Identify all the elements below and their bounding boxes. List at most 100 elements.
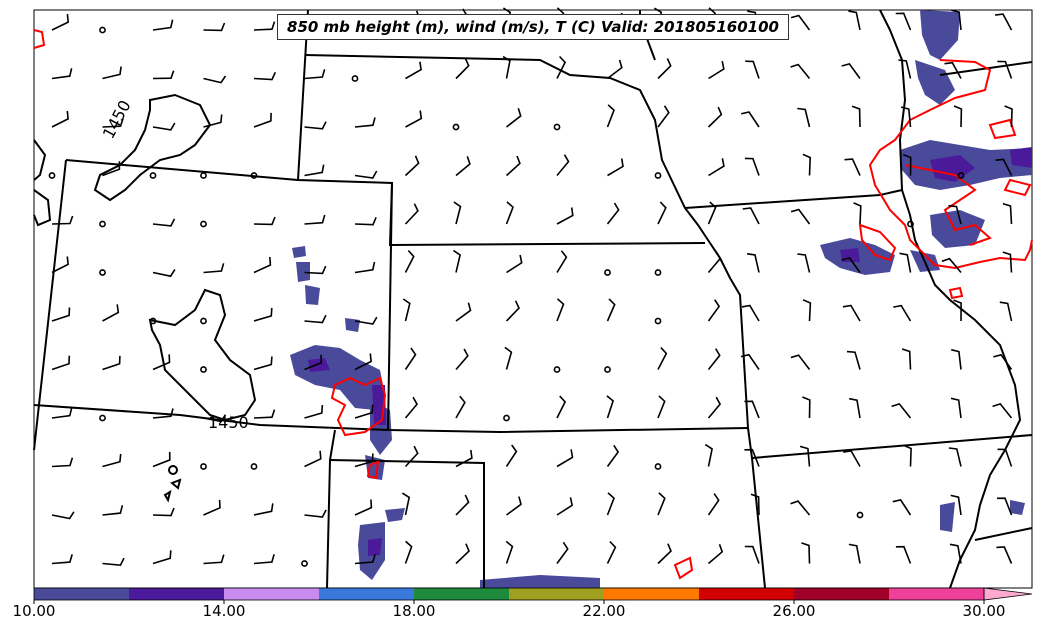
colorbar-segment xyxy=(794,588,890,600)
wind-barb xyxy=(51,307,71,322)
wind-barb xyxy=(802,396,811,419)
wind-barb xyxy=(51,554,73,565)
wind-barb xyxy=(790,500,811,516)
wind-barb xyxy=(953,105,963,128)
wind-barb xyxy=(899,252,912,273)
wind-barb xyxy=(744,448,760,467)
calm-wind-marker xyxy=(200,220,207,228)
wind-barb xyxy=(102,161,121,177)
wind-barb xyxy=(504,346,513,370)
wind-barb xyxy=(607,158,624,177)
wind-barb xyxy=(354,554,376,565)
wind-barb xyxy=(51,511,75,520)
wind-barb xyxy=(707,396,722,419)
wind-barb xyxy=(203,414,227,423)
wind-barb xyxy=(253,21,276,31)
wind-barb xyxy=(404,347,417,370)
map-title: 850 mb height (m), wind (m/s), T (C) Val… xyxy=(277,14,789,40)
wind-barb xyxy=(51,215,74,225)
wind-barb xyxy=(102,118,124,128)
calm-wind-marker xyxy=(503,414,510,422)
calm-wind-marker xyxy=(654,269,662,276)
wind-barb xyxy=(799,445,811,467)
wind-barb xyxy=(556,250,568,273)
wind-barb xyxy=(744,400,760,419)
colorbar-tick-30: 30.00 xyxy=(962,602,1006,620)
wind-barb xyxy=(903,153,912,176)
wind-barb xyxy=(707,348,721,370)
wind-barb xyxy=(404,203,419,225)
colorbar-segment xyxy=(889,588,985,600)
wind-barb xyxy=(607,59,623,80)
calm-wind-marker xyxy=(99,414,106,422)
wind-barb xyxy=(455,58,470,80)
wind-barb xyxy=(802,299,812,322)
wind-barb xyxy=(841,256,861,273)
wind-barb xyxy=(455,449,473,468)
wind-barb xyxy=(606,492,615,516)
wind-barb xyxy=(556,154,570,177)
calm-wind-marker xyxy=(99,269,106,276)
wind-barb xyxy=(253,307,273,322)
wind-barb xyxy=(354,404,374,419)
wind-barb xyxy=(895,545,912,564)
wind-barb xyxy=(995,158,1013,176)
wind-barb xyxy=(994,13,1013,31)
wind-barb xyxy=(707,299,721,322)
wind-barb xyxy=(556,541,569,564)
wind-barb xyxy=(102,505,124,516)
wind-barb xyxy=(708,158,725,177)
wind-barb xyxy=(152,408,174,419)
wind-barb xyxy=(51,457,74,468)
calm-wind-marker xyxy=(452,123,460,131)
wind-barb xyxy=(997,60,1013,79)
wind-barb xyxy=(304,164,325,177)
wind-barb xyxy=(802,153,812,176)
calm-wind-marker xyxy=(48,172,56,179)
wind-barb xyxy=(556,298,565,322)
calm-wind-marker xyxy=(200,172,207,179)
wind-barb xyxy=(455,156,471,177)
wind-barb xyxy=(354,261,376,274)
wind-barb xyxy=(152,122,176,131)
wind-barb xyxy=(51,355,71,371)
wind-barb xyxy=(455,348,469,371)
calm-wind-marker xyxy=(654,463,662,470)
wind-barb xyxy=(1002,251,1013,273)
wind-barb xyxy=(657,543,672,565)
wind-barb xyxy=(304,450,322,468)
colorbar-segment xyxy=(129,588,225,600)
wind-barb xyxy=(253,503,274,516)
wind-barb xyxy=(900,106,912,128)
calm-wind-marker xyxy=(907,220,914,228)
height-contours xyxy=(33,93,257,503)
wind-barb xyxy=(152,354,171,371)
wind-barb xyxy=(102,355,121,371)
wind-barb xyxy=(152,70,175,80)
wind-barb xyxy=(354,353,372,371)
wind-barb xyxy=(851,105,861,128)
wind-barb xyxy=(453,249,462,273)
calm-wind-marker xyxy=(856,511,864,519)
wind-barb xyxy=(704,443,713,467)
wind-barb xyxy=(203,499,221,516)
wind-barb xyxy=(203,114,223,128)
wind-barb xyxy=(505,300,520,322)
calm-wind-marker xyxy=(250,172,258,179)
wind-barb xyxy=(253,356,273,371)
calm-wind-marker xyxy=(351,75,359,82)
wind-barb xyxy=(949,543,962,564)
wind-barb xyxy=(953,299,962,322)
wind-barb xyxy=(405,61,422,80)
wind-barb xyxy=(556,497,573,516)
wind-barb xyxy=(203,554,225,565)
wind-barb xyxy=(253,554,275,565)
wind-barb xyxy=(848,10,861,31)
wind-barb xyxy=(849,397,861,419)
colorbar-segment xyxy=(34,588,130,600)
wind-barb xyxy=(453,201,462,225)
wind-barb xyxy=(951,9,962,31)
colorbar-segment xyxy=(604,588,700,600)
wind-barb xyxy=(455,302,472,322)
wind-barb xyxy=(950,397,962,419)
